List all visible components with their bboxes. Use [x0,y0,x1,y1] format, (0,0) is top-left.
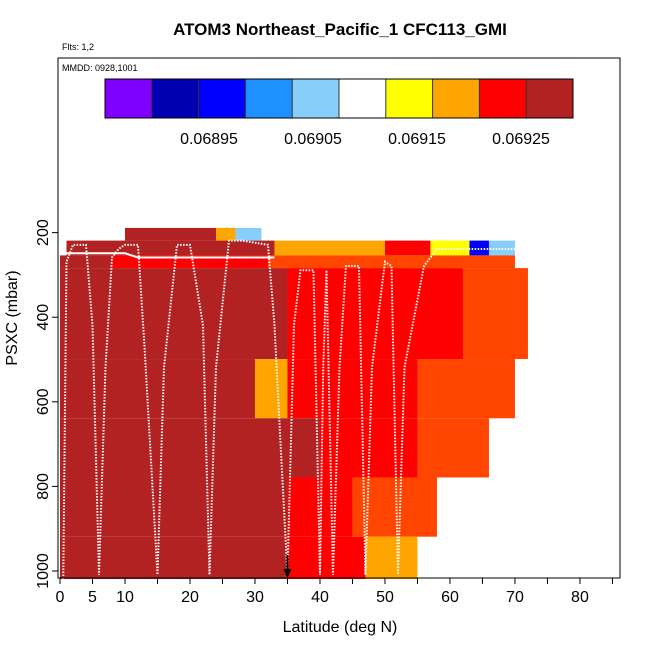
x-axis-tick-label: 70 [506,589,524,606]
colorbar-swatch [479,79,527,118]
dates-note: MMDD: 0928,1001 [62,63,138,73]
y-axis-title: PSXC (mbar) [4,270,21,365]
colorbar-tick-label: 0.06895 [180,131,238,148]
curtain-cell [287,477,353,537]
plot-frame [57,57,621,579]
colorbar-swatch [245,79,293,118]
colorbar-swatch [385,79,434,118]
colorbar-swatch [151,79,200,118]
curtain-cell [261,227,275,241]
y-axis-tick-label: 400 [35,304,52,331]
flight-track-layer [62,239,515,580]
x-axis-title: Latitude (deg N) [283,619,398,636]
colorbar-frame [104,78,574,119]
upper-track-line [66,252,275,259]
curtain-cell [417,359,515,419]
colorbar-swatch [432,79,480,118]
x-axis-tick-label: 50 [376,589,394,606]
colorbar-tick-label: 0.06925 [492,131,550,148]
colorbar-swatch [198,79,246,118]
colorbar-swatch [526,79,574,118]
curtain-cell [111,255,268,269]
colorbar-tick-label: 0.06915 [388,131,446,148]
colorbar-tick-label: 0.06905 [284,131,342,148]
curtain-cell [462,268,528,360]
x-axis: 0 5 10 20 30 40 50 60 70 80 [56,578,613,606]
curtain-cell [60,477,288,537]
curtain-cell [287,359,418,419]
curtain-cell [365,536,418,579]
x-axis-tick-label: 40 [311,589,329,606]
curtain-cell [254,359,288,419]
curtain-cell [430,240,470,256]
curtain-layer [60,227,528,579]
curtain-cell [352,477,437,537]
curtain-cell [60,255,112,269]
chart-title: ATOM3 Northeast_Pacific_1 CFC113_GMI [173,20,507,39]
curtain-cell [60,359,255,419]
x-axis-tick-label: 30 [246,589,264,606]
curtain-cell [287,268,463,360]
x-axis-tick-label: 20 [181,589,199,606]
curtain-cell [417,418,489,478]
flight-track-line [62,239,515,580]
x-axis-tick-label: 10 [116,589,134,606]
y-axis-tick-label: 800 [35,473,52,500]
curtain-cell [469,240,489,256]
curtain-cell [124,227,216,241]
y-axis-tick-label: 1000 [35,553,52,589]
colorbar: 0.06895 0.06905 0.06915 0.06925 [104,78,574,148]
y-axis-tick-label: 600 [35,388,52,415]
colorbar-swatch [292,79,340,118]
curtain-cell [60,268,288,360]
curtain-cell [274,240,385,256]
x-axis-tick-label: 60 [441,589,459,606]
x-axis-tick-label: 0 [56,589,65,606]
colorbar-swatch [105,79,153,118]
curtain-cell [267,255,515,269]
curtain-cell [124,240,275,256]
flights-note: Flts: 1,2 [62,42,94,52]
x-axis-tick-label: 80 [571,589,589,606]
x-axis-tick-label: 5 [88,589,97,606]
curtain-cell [287,536,366,579]
curtain-cell [60,536,288,579]
curtain-cell [384,240,431,256]
curtain-cell [235,227,262,241]
curtain-cell [215,227,236,241]
marker-arrow-head [283,569,292,578]
curtain-cell [488,240,515,256]
y-axis: 200 400 600 800 1000 [35,219,58,589]
y-axis-tick-label: 200 [35,219,52,246]
colorbar-swatch [339,79,387,118]
